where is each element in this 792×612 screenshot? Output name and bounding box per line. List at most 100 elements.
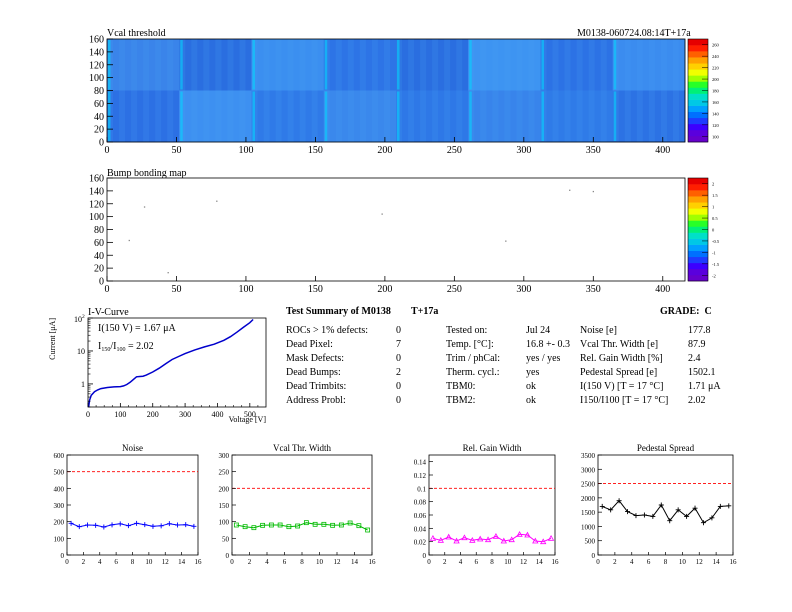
vcal-tile-texture	[504, 39, 511, 91]
vcal-tile-texture	[660, 90, 667, 142]
bump-colorbar-tick-label: -0.5	[712, 239, 720, 244]
vcal-colorbar-band	[688, 45, 708, 52]
vcal-colorbar-tick-label: 240	[712, 54, 720, 59]
vcal-tile-texture	[227, 39, 234, 91]
summary-chart-y-tick-label: 100	[54, 535, 65, 543]
vcal-colorbar-band	[688, 75, 708, 82]
bump-y-tick-label: 60	[94, 238, 104, 249]
vcal-roc-tile	[540, 39, 614, 91]
iv-x-tick-label: 200	[147, 410, 159, 419]
summary-chart-y-tick-label: 0.1	[417, 485, 426, 493]
bump-x-tick-label: 150	[308, 284, 323, 295]
summary-chart-frame	[66, 454, 199, 556]
summary-chart-point	[84, 522, 90, 528]
vcal-tile-texture	[564, 90, 571, 142]
iv-annotation-ratio: I150/I100 = 2.02	[98, 341, 154, 353]
bump-x-tick-label: 300	[516, 284, 531, 295]
summary-chart-point	[547, 535, 555, 541]
summary-chart-point	[477, 535, 484, 542]
vcal-tile-texture	[660, 39, 667, 91]
iv-curve-line	[87, 318, 254, 408]
vcal-tile-texture	[408, 90, 415, 142]
vcal-tile-texture	[516, 39, 523, 91]
summary-right-label: Noise [e]	[580, 325, 617, 336]
vcal-roc-tile	[396, 39, 469, 91]
vcal-roc-tile	[107, 90, 180, 143]
summary-right-value: 2.02	[688, 395, 706, 406]
grade-value: C	[704, 306, 712, 317]
vcal-tile-texture	[239, 90, 246, 142]
summary-chart-series-line	[236, 522, 368, 531]
summary-chart-x-tick-label: 0	[230, 558, 234, 566]
summary-chart-point	[175, 522, 181, 528]
vcal-tile-texture	[576, 90, 583, 142]
summary-chart-title: Pedestal Spread	[637, 443, 695, 453]
bump-y-tick-label: 80	[94, 225, 104, 236]
summary-chart-y-tick-label: 2000	[581, 495, 596, 503]
vcal-tile-texture	[648, 39, 655, 91]
summary-chart-x-tick-label: 16	[730, 558, 738, 566]
bump-y-tick-label: 120	[89, 199, 104, 210]
bump-x-tick-label: 350	[586, 284, 601, 295]
summary-chart-point	[700, 520, 706, 526]
vcal-tile-texture	[131, 90, 138, 142]
summary-chart-point	[684, 513, 690, 519]
bump-map-points	[128, 189, 594, 274]
summary-chart-point	[191, 523, 197, 529]
vcal-x-tick-label: 50	[171, 145, 181, 156]
vcal-colorbar-band	[688, 111, 708, 119]
summary-middle-labels: Tested on: Temp. [°C]: Trim / phCal: The…	[446, 324, 500, 408]
summary-chart-y-tick-label: 0.02	[414, 539, 427, 547]
vcal-tile-texture	[263, 90, 270, 142]
vcal-x-tick-label: 300	[516, 145, 531, 156]
bump-colorbar-tick-label: 1.5	[712, 193, 718, 198]
summary-chart-point	[150, 523, 156, 529]
summary-chart-y-tick-label: 2500	[581, 481, 596, 489]
summary-chart-y-tick-label: 300	[219, 452, 230, 460]
summary-chart-x-tick-label: 2	[443, 558, 447, 566]
summary-chart-point	[516, 531, 523, 537]
summary-chart-point	[233, 522, 239, 528]
summary-left-labels: ROCs > 1% defects: Dead Pixel: Mask Defe…	[286, 324, 368, 408]
summary-right-value: 1.71 μA	[688, 381, 721, 392]
vcal-tile-texture	[564, 39, 571, 91]
grade-block: GRADE: C	[660, 305, 712, 319]
bump-y-tick-label: 20	[94, 264, 104, 275]
vcal-tile-texture	[119, 90, 126, 142]
summary-chart-point	[500, 537, 507, 544]
vcal-tile-edge	[324, 91, 328, 141]
vcal-tile-texture	[275, 39, 282, 91]
summary-chart-y-tick-label: 300	[54, 502, 65, 510]
vcal-roc-tile	[107, 39, 180, 91]
iv-ratio-i: I	[98, 341, 101, 352]
summary-chart-x-tick-label: 12	[162, 558, 170, 566]
vcal-tile-texture	[143, 90, 150, 142]
summary-right-value: 1502.1	[688, 367, 716, 378]
iv-x-tick-label: 500	[244, 410, 256, 419]
iv-ratio-sub1: 150	[101, 347, 110, 353]
bump-dead-pixel	[569, 189, 571, 191]
summary-left-label: ROCs > 1% defects:	[286, 325, 369, 336]
summary-middle-values: Jul 24 16.8 +- 0.3 yes / yes yes ok ok	[526, 324, 570, 408]
summary-chart-y-tick-label: 150	[219, 502, 230, 510]
iv-y-label: Current [μA]	[48, 318, 57, 360]
summary-chart-x-tick-label: 14	[713, 558, 721, 566]
bump-y-tick-label: 140	[89, 186, 104, 197]
vcal-threshold-title: Vcal threshold	[107, 28, 166, 39]
summary-left-label: Dead Trimbits:	[286, 381, 347, 392]
summary-chart-y-tick-label: 3500	[581, 452, 596, 460]
vcal-roc-tile	[612, 90, 686, 143]
summary-chart-x-tick-label: 4	[630, 558, 634, 566]
summary-chart-point	[532, 537, 539, 544]
vcal-tile-texture	[648, 90, 655, 142]
vcal-tile-texture	[624, 90, 631, 142]
summary-right-values: 177.8 87.9 2.4 1502.1 1.71 μA 2.02	[688, 324, 721, 408]
summary-chart-point	[484, 536, 492, 543]
summary-chart-x-tick-label: 10	[145, 558, 153, 566]
vcal-tile-texture	[287, 39, 294, 91]
vcal-tile-texture	[263, 39, 270, 91]
vcal-colorbar-band	[688, 123, 708, 131]
bump-colorbar-band	[688, 202, 708, 209]
bump-x-tick-label: 200	[377, 284, 392, 295]
